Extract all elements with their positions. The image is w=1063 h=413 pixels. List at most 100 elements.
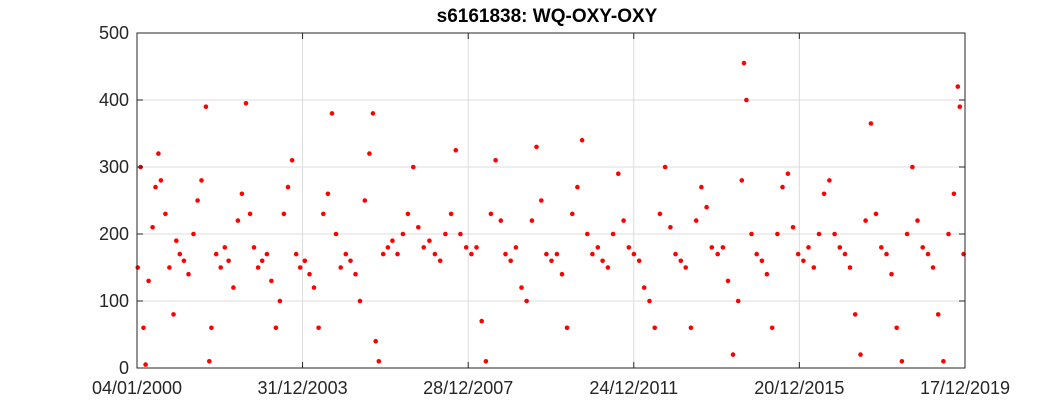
data-point xyxy=(930,265,936,270)
data-point xyxy=(641,285,647,290)
data-point xyxy=(739,178,745,183)
data-point xyxy=(333,231,339,237)
data-point xyxy=(704,204,709,210)
data-point xyxy=(448,211,454,217)
data-point xyxy=(806,245,811,250)
data-point xyxy=(616,171,621,176)
data-point xyxy=(811,265,817,270)
data-point xyxy=(610,231,616,237)
chart-title: s6161838: WQ-OXY-OXY xyxy=(437,6,658,27)
data-point xyxy=(636,258,642,264)
data-point xyxy=(277,298,283,304)
data-point xyxy=(498,218,504,223)
data-point xyxy=(847,265,853,270)
data-point xyxy=(150,225,155,230)
data-point xyxy=(534,144,539,150)
data-point xyxy=(585,231,590,237)
data-point xyxy=(741,60,747,66)
data-point xyxy=(564,325,570,331)
data-point xyxy=(549,258,554,264)
data-point xyxy=(380,251,386,257)
data-point xyxy=(899,359,905,364)
data-point xyxy=(141,325,146,331)
data-point xyxy=(715,251,720,257)
plot-area-border xyxy=(136,32,966,369)
data-point xyxy=(353,271,358,277)
data-point xyxy=(443,231,448,237)
data-point xyxy=(678,258,684,264)
data-point xyxy=(827,178,832,183)
data-point xyxy=(744,97,749,103)
data-point xyxy=(801,258,806,264)
data-point xyxy=(163,211,168,217)
data-point xyxy=(343,251,349,257)
data-point xyxy=(910,164,915,170)
y-tick-label: 400 xyxy=(99,90,129,110)
data-point xyxy=(427,238,432,243)
data-point xyxy=(153,184,158,190)
data-point xyxy=(158,178,164,183)
y-tick-label: 0 xyxy=(119,358,129,378)
data-point xyxy=(329,111,335,116)
data-point xyxy=(725,278,731,284)
data-point xyxy=(302,258,308,264)
x-tick-label: 28/12/2007 xyxy=(423,378,513,398)
x-tick-label: 24/12/2011 xyxy=(589,378,678,398)
data-point xyxy=(955,84,961,89)
data-point xyxy=(421,245,427,250)
data-point xyxy=(195,198,200,203)
data-point xyxy=(251,245,257,250)
data-point xyxy=(348,258,353,264)
data-point xyxy=(474,245,479,250)
data-point xyxy=(579,137,585,143)
data-point xyxy=(775,231,780,237)
data-point xyxy=(469,251,474,257)
data-point xyxy=(539,198,544,203)
data-point xyxy=(174,238,179,243)
data-point xyxy=(479,318,485,324)
data-point xyxy=(951,191,957,197)
data-point xyxy=(191,231,196,237)
data-point xyxy=(868,121,874,126)
data-point xyxy=(570,211,575,217)
data-point xyxy=(463,245,469,250)
data-point xyxy=(226,258,231,264)
data-point xyxy=(693,218,699,223)
data-point xyxy=(631,251,637,257)
data-point xyxy=(135,265,140,270)
data-point xyxy=(837,245,843,250)
data-point xyxy=(285,184,291,190)
data-point xyxy=(935,312,941,317)
data-point xyxy=(764,271,770,277)
data-point xyxy=(941,359,946,364)
data-point xyxy=(884,251,889,257)
data-point xyxy=(519,285,524,290)
data-point xyxy=(264,251,270,257)
data-point xyxy=(483,359,489,364)
data-point xyxy=(297,265,303,270)
data-point xyxy=(709,245,715,250)
data-point xyxy=(503,251,508,257)
data-point xyxy=(213,251,219,257)
y-tick-label: 500 xyxy=(99,23,129,43)
data-point xyxy=(458,231,463,237)
data-point xyxy=(785,171,791,176)
data-point xyxy=(529,218,535,223)
data-point xyxy=(754,251,759,257)
data-point xyxy=(203,104,209,109)
data-point xyxy=(668,225,673,230)
data-point xyxy=(720,245,726,250)
data-point xyxy=(652,325,657,331)
data-point xyxy=(657,211,663,217)
data-point xyxy=(626,245,632,250)
data-point xyxy=(390,238,395,243)
data-point xyxy=(730,352,736,357)
data-point xyxy=(662,164,668,170)
data-point xyxy=(269,278,274,284)
data-point xyxy=(255,265,261,270)
data-point xyxy=(432,251,438,257)
data-point xyxy=(289,158,295,163)
data-point xyxy=(925,251,931,257)
data-point xyxy=(544,251,549,257)
